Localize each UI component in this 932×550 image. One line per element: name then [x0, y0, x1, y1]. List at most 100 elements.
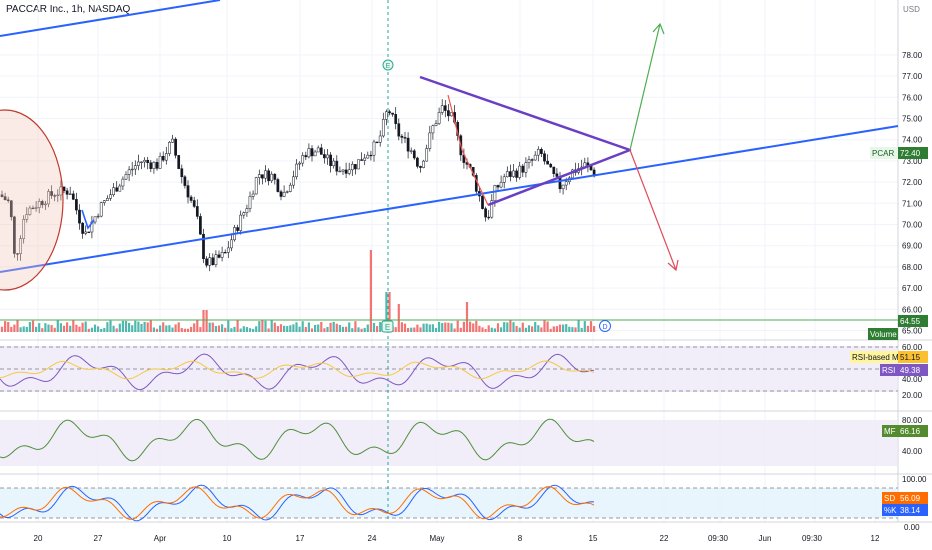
candle-body [341, 169, 345, 172]
volume-bar [97, 326, 100, 332]
stoch-k-badge [882, 504, 898, 516]
volume-bar [208, 322, 211, 332]
candle-body [180, 168, 184, 178]
candle-body [360, 159, 363, 161]
candle-body [267, 170, 270, 182]
candle-body [220, 252, 224, 258]
rsi-badge [880, 364, 898, 376]
candle-body [319, 147, 323, 155]
volume-bar [165, 325, 168, 332]
candle-body [496, 185, 500, 188]
mf-badge [882, 425, 898, 437]
candle-body [518, 165, 522, 178]
volume-bar [465, 302, 469, 332]
volume-bar [19, 327, 22, 332]
candle-body [140, 161, 143, 163]
candle-body [254, 177, 258, 195]
volume-bar [317, 324, 320, 332]
candle-body [127, 169, 131, 175]
candle-body [437, 112, 441, 124]
stoch-d-line [0, 486, 595, 520]
candle-body [37, 201, 41, 208]
candle-body [211, 257, 215, 265]
candle-body [9, 200, 13, 218]
volume-bar [434, 327, 438, 332]
mf-value-badge [898, 425, 928, 437]
volume-bar [276, 326, 279, 332]
price-tick: 69.00 [902, 242, 923, 251]
candle-body [44, 203, 47, 206]
candle-body [199, 216, 202, 235]
candle-body [71, 193, 75, 200]
candle-body [248, 196, 252, 209]
volume-bar [124, 320, 128, 332]
level-badge [898, 315, 928, 327]
candle-body [22, 219, 26, 239]
volume-bar [540, 327, 543, 332]
candle-body [372, 141, 376, 156]
candle-body [307, 148, 311, 158]
candle-body [81, 222, 84, 234]
mf-tick: 40.00 [902, 447, 923, 456]
candle-body [292, 176, 295, 186]
candle-body [177, 155, 181, 169]
volume-bar [425, 323, 428, 332]
candle-body [490, 200, 494, 218]
candle-body [236, 227, 239, 231]
volume-bar [168, 325, 171, 332]
volume-bar [524, 327, 527, 332]
time-tick: 8 [518, 534, 523, 543]
mf-value-badge-text: 66.16 [900, 427, 921, 436]
volume-bar [171, 327, 174, 332]
candle-body [143, 159, 146, 163]
candle-body [428, 132, 432, 149]
candle-body [115, 187, 119, 192]
volume-bar [379, 322, 382, 332]
volume-bar [273, 322, 276, 332]
volume-bar [183, 328, 186, 332]
candle-body [205, 258, 208, 266]
volume-bar [543, 320, 546, 332]
volume-bar [506, 322, 509, 332]
time-tick: 09:30 [802, 534, 823, 543]
candle-body [481, 195, 484, 209]
volume-bar [568, 326, 571, 332]
volume-bar [403, 323, 407, 332]
volume-bar [252, 328, 255, 332]
volume-bar [100, 328, 103, 332]
volume-bar [118, 323, 121, 332]
volume-bar [174, 324, 177, 332]
volume-badge-text: Volume [870, 330, 897, 339]
time-tick: 09:30 [708, 534, 729, 543]
volume-bar [109, 320, 112, 332]
volume-bar [388, 292, 391, 332]
candle-body [124, 174, 128, 180]
breakout-up-arrow [629, 23, 661, 151]
time-tick: 17 [296, 534, 305, 543]
candle-body [189, 196, 193, 201]
volume-bar [286, 326, 289, 332]
candle-body [335, 160, 339, 172]
candle-body [381, 119, 385, 137]
price-tick: 70.00 [902, 221, 923, 230]
candle-body [121, 178, 125, 187]
upper-trendline [0, 0, 221, 37]
volume-bar [28, 322, 31, 332]
candle-body [561, 184, 565, 190]
candle-body [192, 200, 196, 207]
volume-bar [376, 326, 379, 332]
pivot-mark [81, 209, 95, 230]
candle-body [434, 123, 438, 126]
candle-body [295, 163, 298, 178]
candle-body [394, 114, 398, 124]
mf-line [0, 418, 595, 462]
level-badge-text: 64.55 [900, 317, 921, 326]
time-tick: 27 [94, 534, 103, 543]
candle-body [282, 192, 286, 197]
volume-bar [493, 328, 496, 332]
volume-bar [534, 321, 537, 332]
candle-body [440, 105, 444, 113]
volume-bar [22, 326, 25, 332]
volume-bar [295, 322, 298, 332]
